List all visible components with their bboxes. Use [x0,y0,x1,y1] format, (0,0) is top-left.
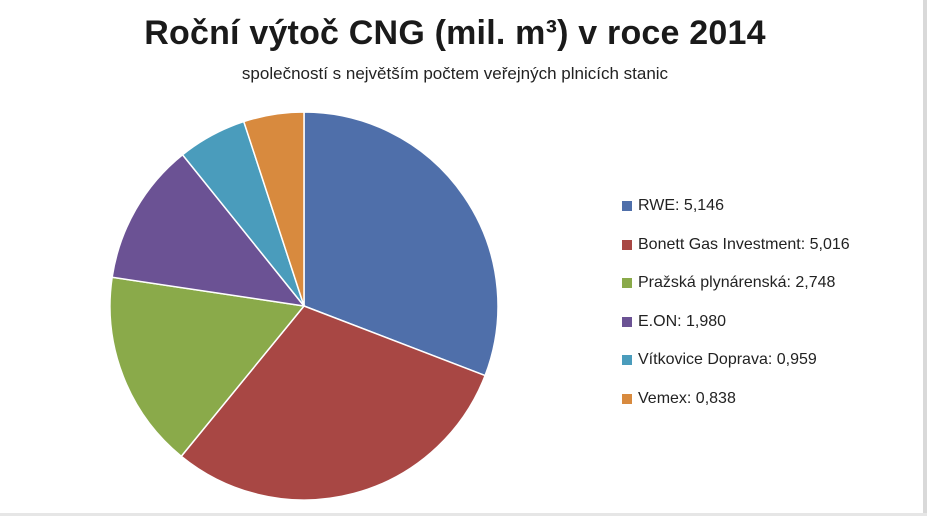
chart-legend: RWE: 5,146 Bonett Gas Investment: 5,016 Pr… [622,196,922,427]
legend-item: Vítkovice Doprava: 0,959 [622,350,922,370]
pie-slice-rwe [303,111,499,377]
legend-swatch [622,278,632,288]
pie-slice-e-on [111,153,306,308]
page-edge-right [923,0,927,516]
legend-label: E.ON: 1,980 [638,312,727,330]
legend-swatch [622,393,632,404]
legend-swatch [622,355,632,365]
chart-title: Roční výtoč CNG (mil. m³) v roce 2014 [144,14,766,52]
legend-item: Vemex: 0,838 [622,389,922,409]
legend-label: RWE: 5,146 [638,197,724,214]
legend-item: E.ON: 1,980 [622,312,922,332]
legend-item: Pražská plynárenská: 2,748 [622,273,922,293]
legend-item: RWE: 5,146 [622,196,922,216]
legend-label: Pražská plynárenská: 2,748 [638,274,836,291]
legend-swatch [622,316,632,327]
legend-swatch [622,239,632,250]
legend-label: Bonett Gas Investment: 5,016 [638,235,850,253]
legend-item: Bonett Gas Investment: 5,016 [622,235,922,255]
pie-slice-bonett-gas-investment [180,305,487,501]
legend-swatch [622,201,632,211]
legend-label: Vítkovice Doprava: 0,959 [638,351,817,368]
page-edge-bottom [0,513,927,516]
pie-slice-pra-sk-plyn-rensk [109,276,306,458]
legend-label: Vemex: 0,838 [638,389,736,407]
pie-chart [109,111,499,501]
chart-subtitle: společností s největším počtem veřejných… [241,64,669,83]
pie-slice-vemex [242,111,305,307]
